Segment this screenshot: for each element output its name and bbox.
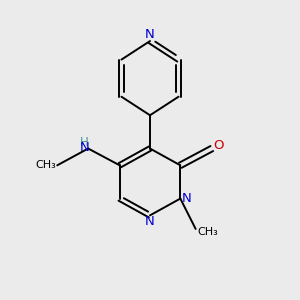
Text: CH₃: CH₃ [35, 160, 56, 170]
Text: N: N [80, 141, 89, 154]
Text: N: N [145, 215, 155, 228]
Text: O: O [213, 139, 224, 152]
Text: N: N [145, 28, 155, 41]
Text: CH₃: CH₃ [197, 227, 218, 237]
Text: H: H [80, 136, 89, 148]
Text: N: N [182, 192, 192, 205]
